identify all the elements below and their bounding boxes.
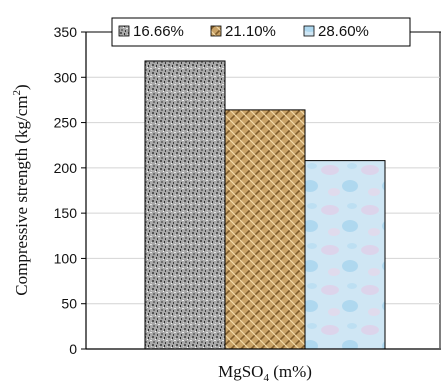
y-axis-title: Compressive strength (kg/cm2) xyxy=(11,84,31,295)
y-axis-ticks: 0 50 100 150 200 250 300 350 xyxy=(54,24,86,357)
y-tick-label: 200 xyxy=(54,160,78,176)
y-tick-label: 350 xyxy=(54,24,78,40)
bars xyxy=(144,60,386,350)
y-tick-label: 50 xyxy=(61,296,77,312)
y-tick-label: 250 xyxy=(54,115,78,131)
legend-label-series-1: 16.66% xyxy=(133,23,184,40)
bar-series-3 xyxy=(304,160,386,350)
x-axis-title: MgSO4 (m%) xyxy=(218,362,312,383)
bar-series-1 xyxy=(144,60,226,350)
y-tick-label: 100 xyxy=(54,250,78,266)
legend-swatch-series-3 xyxy=(303,25,315,37)
legend-swatch-series-2 xyxy=(210,25,222,37)
legend-swatch-series-1 xyxy=(118,25,130,37)
legend: 16.66% 21.10% 28.60% xyxy=(111,17,411,47)
y-tick-label: 300 xyxy=(54,69,78,85)
legend-label-series-3: 28.60% xyxy=(318,23,369,40)
legend-box xyxy=(111,17,411,47)
y-tick-label: 0 xyxy=(69,341,77,357)
legend-label-series-2: 21.10% xyxy=(225,23,276,40)
bar-series-2 xyxy=(224,109,306,350)
y-tick-label: 150 xyxy=(54,205,78,221)
